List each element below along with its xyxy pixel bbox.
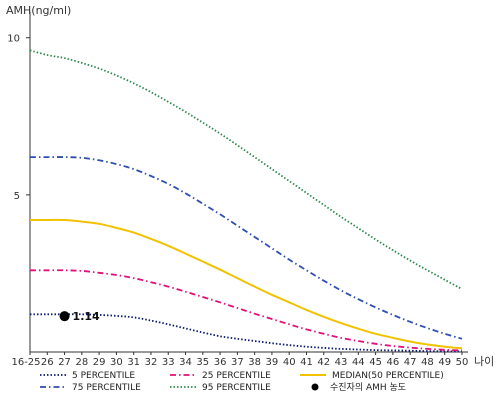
y-tick-label: 5: [14, 191, 20, 202]
x-tick-label: 48: [421, 357, 434, 368]
legend-label: 95 PERCENTILE: [202, 383, 271, 393]
x-tick-label: 41: [300, 357, 313, 368]
x-tick-label: 33: [162, 357, 175, 368]
x-tick-label: 47: [404, 357, 417, 368]
x-tick-label: 16-25: [11, 357, 40, 368]
x-tick-label: 26: [41, 357, 54, 368]
x-tick-label: 31: [127, 357, 140, 368]
series-line-5-percentile: [30, 313, 463, 353]
series-line-75-percentile: [30, 156, 463, 340]
x-tick-label: 27: [58, 357, 71, 368]
x-tick-label: 50: [456, 357, 469, 368]
x-tick-label: 35: [196, 357, 209, 368]
legend-label: MEDIAN(50 PERCENTILE): [332, 371, 444, 381]
x-tick-label: 39: [266, 357, 279, 368]
x-tick-label: 44: [352, 357, 365, 368]
x-tick-label: 49: [438, 357, 451, 368]
x-tick-label: 34: [179, 357, 192, 368]
series-line-95-percentile: [29, 49, 463, 290]
x-tick-label: 37: [231, 357, 244, 368]
legend-label: 75 PERCENTILE: [72, 383, 141, 393]
x-tick-label: 45: [369, 357, 382, 368]
x-tick-label: 40: [283, 357, 296, 368]
patient-marker-layer: 1.14: [59, 310, 100, 323]
legend: 5 PERCENTILE 25 PERCENTILE MEDIAN(50 PERCE…: [40, 371, 444, 393]
x-tick-label: 38: [248, 357, 261, 368]
x-tick-label: 43: [335, 357, 348, 368]
x-tick-label: 46: [387, 357, 400, 368]
y-tick-label: 10: [7, 34, 20, 45]
x-tick-label: 32: [145, 357, 158, 368]
legend-label: 5 PERCENTILE: [72, 371, 135, 381]
x-tick-label: 42: [317, 357, 330, 368]
series-line-median-50-percentile: [30, 218, 463, 350]
axes: 5 10 16-25 26 27 28 29 30 31 32 33 34 35 36 37 38 39 40 41…: [7, 12, 468, 368]
x-tick-label: 29: [93, 357, 106, 368]
x-tick-label: 36: [214, 357, 227, 368]
legend-patient-marker: [311, 383, 319, 391]
patient-marker: [59, 311, 70, 322]
series-layer: [29, 49, 463, 353]
x-tick-label: 30: [110, 357, 123, 368]
patient-value-label: 1.14: [73, 310, 100, 323]
legend-label: 25 PERCENTILE: [202, 371, 271, 381]
series-line-25-percentile: [29, 269, 463, 352]
x-axis-title: 나이: [474, 355, 494, 368]
legend-label-patient: 수진자의 AMH 농도: [330, 382, 406, 393]
y-axis-title: AMH(ng/ml): [6, 4, 71, 17]
x-tick-label: 28: [75, 357, 88, 368]
